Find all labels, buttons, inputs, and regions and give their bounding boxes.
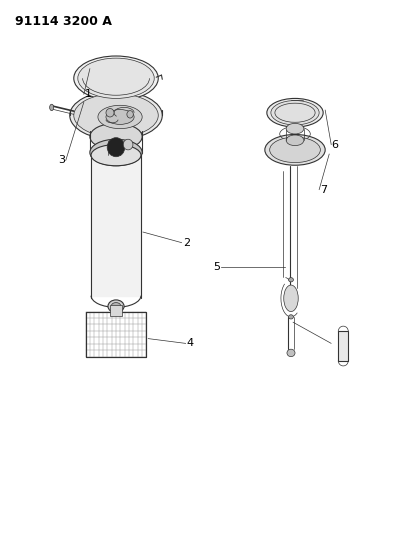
Ellipse shape — [90, 123, 142, 150]
Text: 7: 7 — [320, 184, 327, 195]
Ellipse shape — [123, 139, 133, 150]
Bar — [86, 312, 146, 357]
Text: 6: 6 — [332, 140, 339, 150]
Ellipse shape — [70, 91, 162, 140]
Ellipse shape — [107, 138, 125, 157]
Bar — [86, 312, 146, 357]
Ellipse shape — [91, 144, 141, 166]
Ellipse shape — [106, 110, 134, 124]
Polygon shape — [86, 312, 146, 357]
Ellipse shape — [74, 56, 158, 101]
Ellipse shape — [286, 123, 304, 134]
Bar — [338, 332, 348, 361]
Ellipse shape — [286, 135, 304, 146]
Bar — [110, 305, 122, 316]
Ellipse shape — [108, 300, 124, 313]
Ellipse shape — [265, 134, 325, 165]
Ellipse shape — [50, 104, 54, 111]
Ellipse shape — [90, 139, 142, 166]
Text: 3: 3 — [58, 156, 65, 165]
Ellipse shape — [284, 285, 298, 312]
Ellipse shape — [289, 315, 293, 319]
Ellipse shape — [127, 111, 133, 118]
Ellipse shape — [111, 303, 121, 310]
Ellipse shape — [74, 94, 158, 137]
Ellipse shape — [271, 101, 319, 125]
Text: 1: 1 — [84, 89, 92, 99]
Text: 4: 4 — [187, 338, 194, 349]
Ellipse shape — [289, 278, 293, 282]
Ellipse shape — [267, 99, 323, 127]
Ellipse shape — [78, 58, 154, 99]
Text: 2: 2 — [183, 238, 190, 248]
Ellipse shape — [287, 349, 295, 357]
Text: 5: 5 — [213, 262, 220, 271]
Ellipse shape — [270, 137, 320, 163]
Polygon shape — [91, 155, 141, 296]
Ellipse shape — [106, 109, 114, 117]
Text: 91114 3200 A: 91114 3200 A — [15, 14, 112, 28]
Ellipse shape — [98, 106, 142, 128]
